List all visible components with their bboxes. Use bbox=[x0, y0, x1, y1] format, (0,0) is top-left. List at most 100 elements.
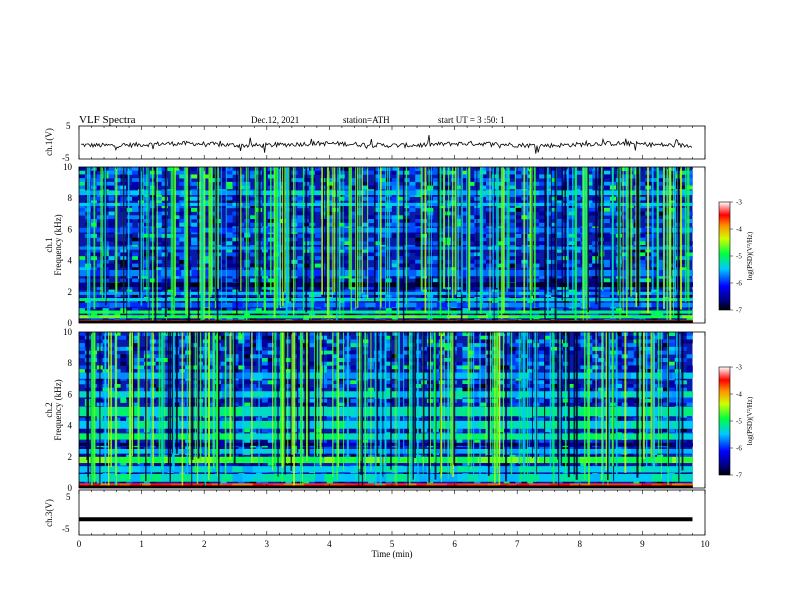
spectrogram-cell bbox=[79, 335, 86, 340]
spectrogram-sferic bbox=[566, 167, 569, 289]
spectrogram-cell bbox=[474, 174, 481, 179]
spectrogram-band bbox=[119, 291, 131, 295]
spectrogram-cell bbox=[397, 354, 404, 359]
spectrogram-cell bbox=[220, 480, 227, 485]
spectrogram-band bbox=[477, 302, 489, 308]
spectrogram-cell bbox=[391, 200, 398, 205]
spectrogram-cell bbox=[556, 178, 564, 183]
spectrogram-cell bbox=[533, 311, 540, 316]
spectrogram-cell bbox=[191, 311, 198, 316]
spectrogram-band bbox=[303, 310, 315, 314]
spectrogram-cell bbox=[456, 185, 463, 190]
spectrogram-cell bbox=[556, 293, 564, 298]
spectrogram-cell bbox=[185, 428, 192, 433]
spectrogram-cell bbox=[132, 215, 139, 220]
spectrogram-cell bbox=[338, 241, 345, 246]
spectrogram-cell bbox=[462, 233, 469, 238]
spectrogram-cell bbox=[338, 428, 345, 433]
spectrogram-cell bbox=[191, 207, 198, 212]
spectrogram-cell bbox=[491, 174, 499, 179]
spectrogram-sferic bbox=[420, 167, 423, 290]
spectrogram-cell bbox=[332, 278, 339, 283]
spectrogram-cell bbox=[332, 365, 339, 370]
spectrogram-band bbox=[344, 310, 356, 314]
spectrogram-cell bbox=[332, 354, 339, 359]
spectrogram-cell bbox=[185, 365, 192, 370]
spectrogram-band bbox=[140, 269, 152, 277]
spectrogram-band bbox=[171, 246, 182, 250]
spectrogram-cell bbox=[191, 222, 198, 227]
spectrogram-cell bbox=[120, 335, 127, 340]
spectrogram-cell bbox=[450, 167, 457, 172]
spectrogram-cell bbox=[403, 398, 410, 403]
spectrogram-band bbox=[222, 227, 233, 233]
spectrogram-cell bbox=[391, 293, 398, 298]
spectrogram-cell bbox=[421, 207, 428, 212]
spectrogram-band bbox=[171, 302, 182, 308]
spectrogram-cell bbox=[285, 428, 292, 433]
spectrogram-cell bbox=[385, 480, 392, 485]
spectrogram-cell bbox=[167, 233, 174, 238]
spectrogram-band bbox=[610, 282, 622, 288]
spectrogram-cell bbox=[668, 289, 676, 294]
spectrogram-cell bbox=[397, 237, 404, 242]
spectrogram-cell bbox=[338, 365, 345, 370]
spectrogram-cell bbox=[350, 339, 357, 344]
spectrogram-cell bbox=[79, 354, 86, 359]
spectrogram-cell bbox=[297, 215, 304, 220]
spectrogram-cell bbox=[550, 233, 558, 238]
spectrogram-sferic bbox=[630, 167, 633, 297]
spectrogram-band bbox=[467, 291, 479, 295]
spectrogram-cell bbox=[468, 252, 475, 257]
spectrogram-cell bbox=[126, 480, 133, 485]
spectrogram-cell bbox=[362, 222, 369, 227]
spectrogram-cell bbox=[668, 211, 676, 216]
spectrogram-cell bbox=[143, 480, 151, 485]
spectrogram-band bbox=[467, 310, 479, 314]
spectrogram-cell bbox=[373, 274, 381, 279]
spectrogram-cell bbox=[391, 439, 398, 444]
spectrogram-cell bbox=[179, 200, 186, 205]
spectrogram-band bbox=[130, 282, 141, 288]
spectrogram-band bbox=[303, 298, 315, 302]
spectrogram-sferic bbox=[656, 167, 659, 316]
spectrogram-cell bbox=[574, 204, 581, 209]
spectrogram-cell bbox=[238, 332, 245, 337]
spectrogram-cell bbox=[173, 293, 180, 298]
spectrogram-band bbox=[610, 190, 622, 196]
spectrogram-cell bbox=[297, 200, 304, 205]
spectrogram-cell bbox=[556, 256, 564, 261]
spectrogram-cell bbox=[108, 285, 115, 290]
spectrogram-band bbox=[201, 269, 213, 277]
spectrogram-cell bbox=[586, 211, 593, 216]
spectrogram-sferic bbox=[651, 167, 654, 293]
spectrogram-cell bbox=[468, 308, 475, 313]
spectrogram-sferic bbox=[225, 167, 227, 305]
spectrogram-cell bbox=[338, 185, 345, 190]
spectrogram-cell bbox=[680, 185, 687, 190]
spectrogram-cell bbox=[444, 241, 451, 246]
spectrogram-band bbox=[119, 202, 131, 206]
spectrogram-cell bbox=[161, 274, 168, 279]
spectrogram-cell bbox=[603, 289, 611, 294]
spectrogram-sferic bbox=[545, 167, 547, 295]
spectrogram-sferic bbox=[335, 167, 337, 310]
spectrogram-band bbox=[130, 202, 141, 206]
spectrogram-cell bbox=[120, 311, 127, 316]
spectrogram-cell bbox=[686, 289, 693, 294]
spectrogram-band bbox=[79, 315, 90, 319]
spectrogram-cell bbox=[550, 241, 558, 246]
spectrogram-cell bbox=[332, 454, 339, 459]
spectrogram-cell bbox=[220, 289, 227, 294]
spectrogram-cell bbox=[309, 339, 316, 344]
spectrogram-cell bbox=[686, 241, 693, 246]
spectrogram-sferic bbox=[374, 167, 376, 303]
spectrogram-cell bbox=[250, 263, 257, 268]
spectrogram-sferic bbox=[617, 167, 619, 296]
spectrogram-cell bbox=[385, 278, 392, 283]
spectrogram-cell bbox=[285, 398, 292, 403]
spectrogram-cell bbox=[568, 237, 575, 242]
ch2-spectrogram-heatmap bbox=[79, 332, 693, 488]
spectrogram-sferic bbox=[454, 167, 457, 295]
spectrogram-cell bbox=[326, 219, 333, 224]
